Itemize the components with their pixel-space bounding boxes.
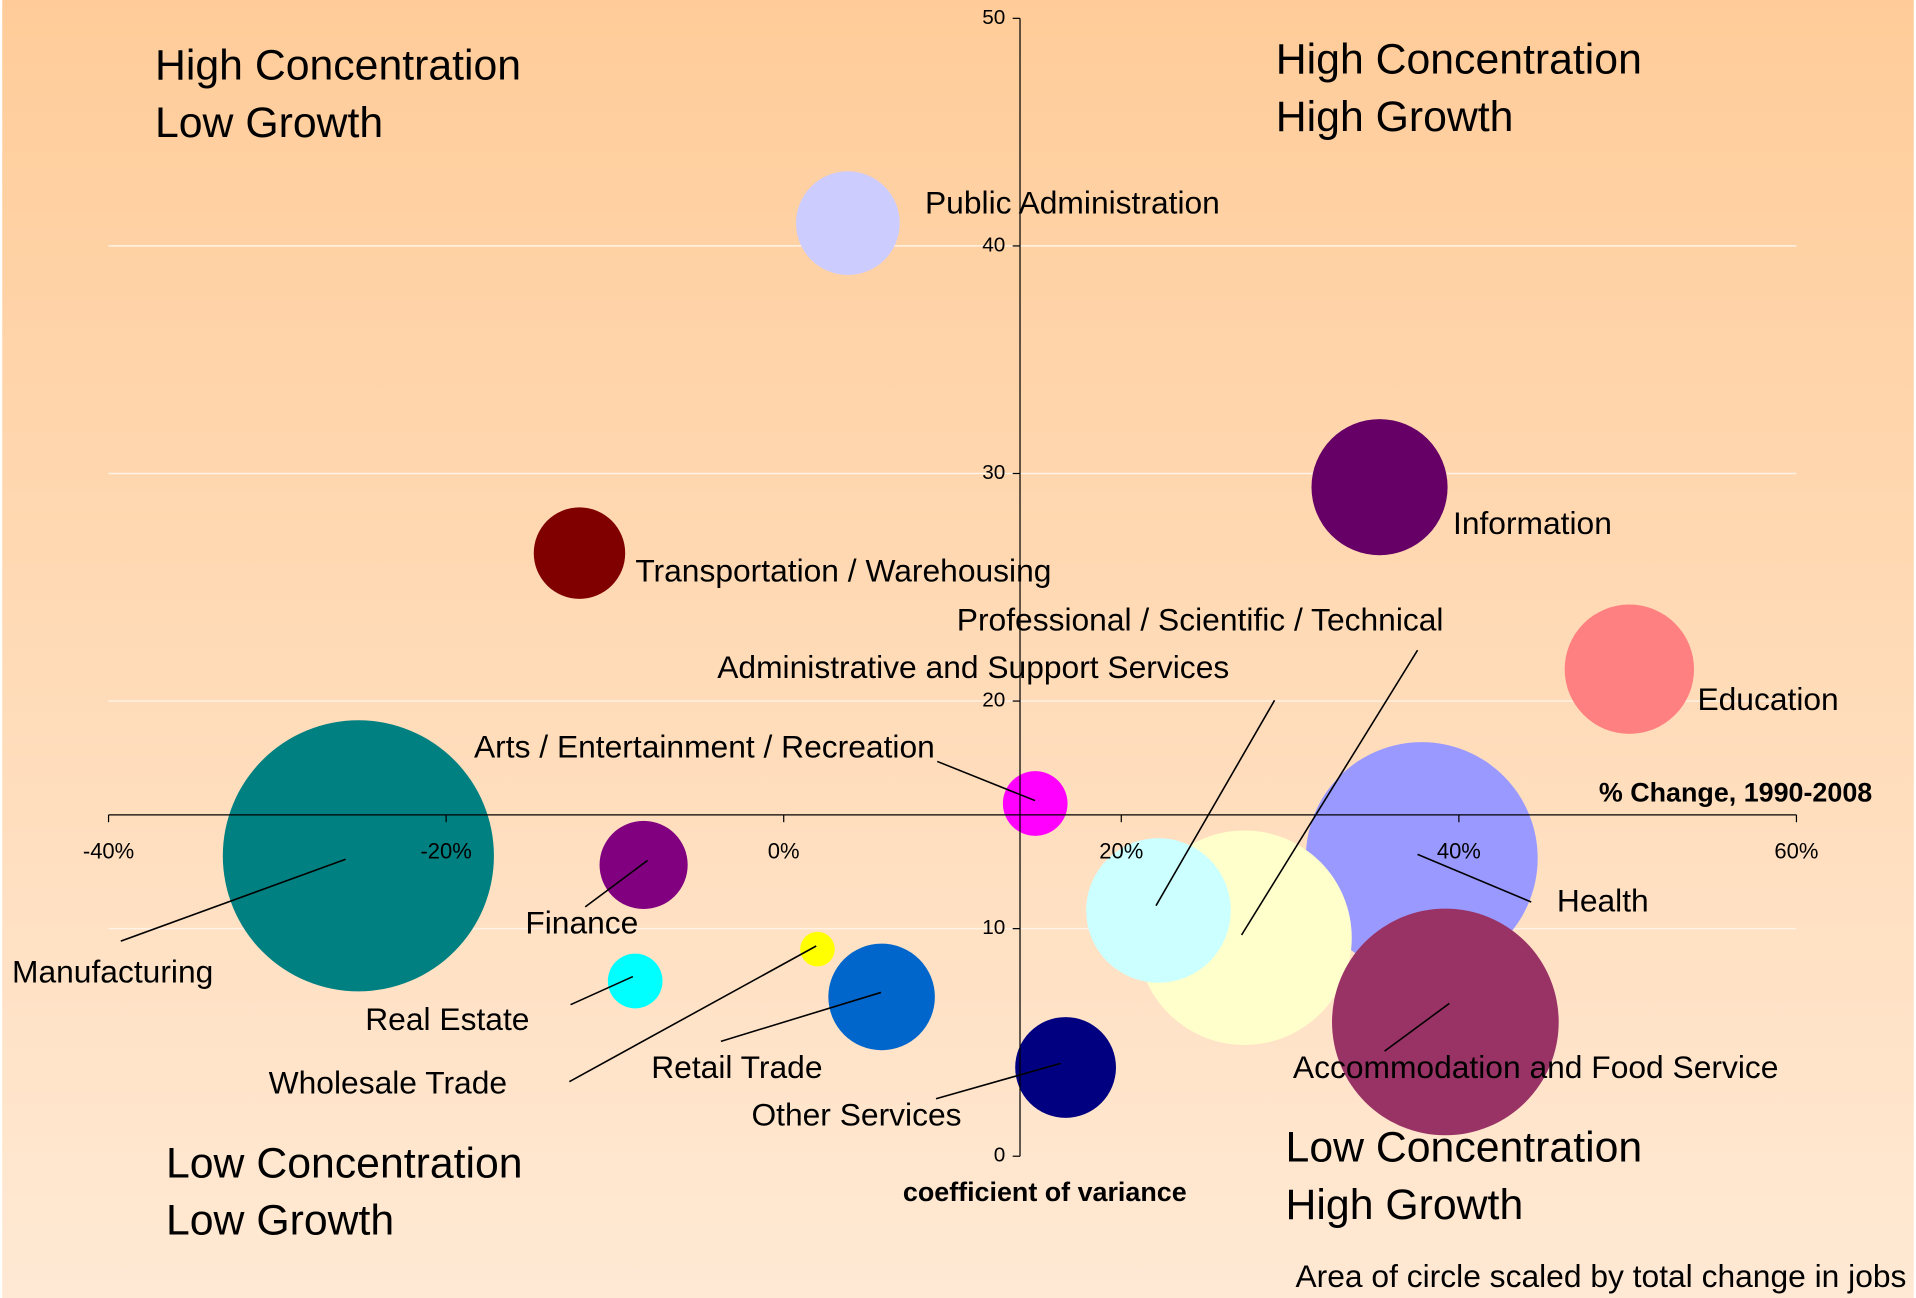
x-axis-label: % Change, 1990-2008 (1599, 778, 1872, 808)
y-tick-label: 20 (982, 689, 1005, 712)
leader-line (1155, 699, 1276, 907)
bubble (1002, 771, 1068, 836)
x-tick-label: 60% (1774, 839, 1818, 864)
quadrant-label: High Growth (1276, 93, 1514, 141)
y-tick-label: 10 (982, 916, 1005, 939)
bubble-label: Other Services (751, 1097, 961, 1133)
leader-line (568, 945, 817, 1083)
bubble (533, 507, 626, 599)
leader-line (720, 991, 882, 1043)
x-tick-label: -20% (420, 839, 471, 864)
leader-line (936, 760, 1036, 802)
bubble-label: Transportation / Warehousing (635, 553, 1051, 589)
footnote: Area of circle scaled by total change in… (1295, 1258, 1906, 1294)
bubble (607, 953, 663, 1009)
bubble-label: Professional / Scientific / Technical (957, 602, 1444, 638)
bubble (599, 820, 688, 909)
bubble (1086, 838, 1231, 983)
bubble-label: Wholesale Trade (269, 1065, 507, 1101)
leader-line (935, 1062, 1061, 1100)
bubble (1564, 604, 1695, 734)
bubble-label: Arts / Entertainment / Recreation (474, 729, 935, 765)
quadrant-label: Low Concentration (1286, 1123, 1643, 1171)
quadrant-label: Low Growth (155, 99, 383, 147)
bubble-label: Information (1453, 505, 1612, 541)
y-tick-label: 30 (982, 461, 1005, 484)
x-tick-label: 40% (1437, 839, 1481, 864)
leader-line (570, 975, 634, 1006)
leader-line (1240, 649, 1419, 936)
bubble (1332, 908, 1559, 1136)
bubble-label: Education (1697, 681, 1838, 717)
bubble-label: Finance (525, 905, 638, 941)
x-tick-label: 0% (768, 839, 800, 864)
quadrant-label: Low Growth (166, 1197, 394, 1245)
bubble (1311, 419, 1448, 556)
y-tick-label: 40 (982, 233, 1005, 256)
quadrant-label: High Growth (1286, 1181, 1524, 1229)
bubble-label: Real Estate (365, 1001, 529, 1037)
leader-line (120, 858, 346, 942)
bubble-label: Accommodation and Food Service (1293, 1049, 1779, 1085)
y-tick-label: 50 (982, 6, 1005, 29)
y-tick-label: 0 (994, 1144, 1006, 1167)
x-tick-label: -40% (83, 839, 134, 864)
quadrant-label: High Concentration (1276, 36, 1642, 84)
bubble (800, 931, 835, 967)
bubble-label: Manufacturing (12, 954, 213, 990)
bubble (1015, 1017, 1116, 1118)
quadrant-label: High Concentration (155, 42, 521, 90)
leader-line (584, 859, 649, 908)
bubble-label: Administrative and Support Services (717, 649, 1229, 685)
leader-line (1384, 1002, 1450, 1052)
bubble (222, 720, 494, 992)
bubble (795, 171, 900, 276)
bubble-label: Health (1557, 883, 1649, 919)
bubble (828, 943, 935, 1051)
leader-line (1417, 853, 1532, 903)
y-axis-label: coefficient of variance (903, 1177, 1187, 1207)
quadrant-label: Low Concentration (166, 1139, 523, 1187)
x-tick-label: 20% (1099, 839, 1143, 864)
bubble-label: Public Administration (925, 185, 1220, 221)
bubble-label: Retail Trade (651, 1049, 822, 1085)
